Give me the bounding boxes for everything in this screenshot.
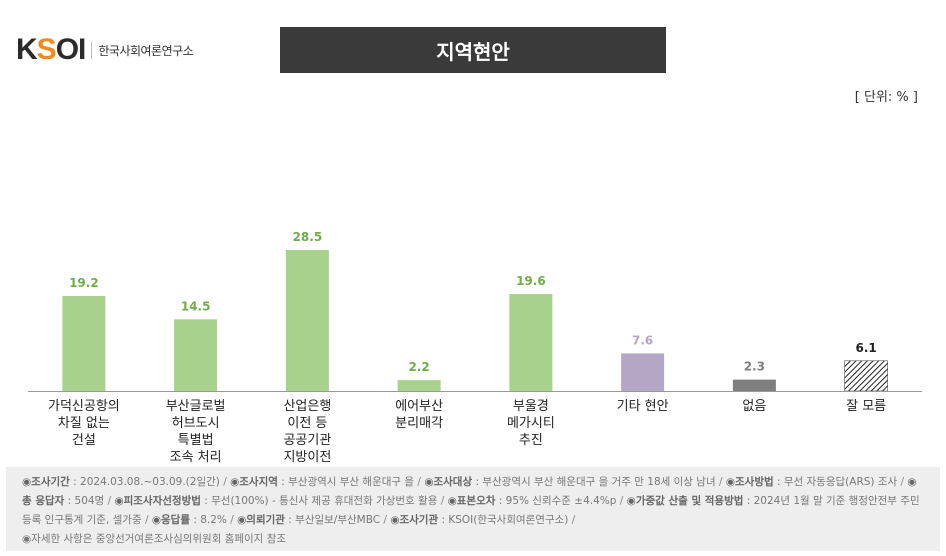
category-label-8: 잘 모름 — [846, 399, 886, 414]
category-line: 부산글로벌 — [166, 399, 226, 414]
footer-respondents-value: : 504명 — [64, 495, 105, 507]
bar-4 — [397, 380, 441, 391]
footer-area-value: : 부산광역시 부산 해운대구 을 — [277, 476, 415, 488]
footer-target-value: : 부산광역시 부산 해운대구 을 거주 만 18세 이상 남녀 — [472, 476, 716, 488]
footer-note: ◉자세한 사항은 중앙선거여론조사심의위원회 홈페이지 참조 — [22, 533, 287, 545]
footer-error-label: ◉표본오차 — [447, 495, 496, 507]
footer-method-value: : 무선 자동응답(ARS) 조사 — [773, 476, 898, 488]
footer-area-label: ◉조사지역 — [230, 476, 278, 488]
bar-8 — [844, 360, 888, 392]
footer-respondents-label: ◉총 응답자 — [22, 476, 917, 507]
survey-footer: ◉조사기간 : 2024.03.08.~03.09.(2일간) / ◉조사지역 … — [6, 467, 940, 551]
bar-7 — [732, 379, 776, 391]
data-label-4: 2.2 — [408, 360, 429, 374]
footer-weight-value: : 2024년 1월 말 기준 행정안전부 주민등록 인구통계 기준, 셀가중 — [22, 495, 920, 526]
category-line: 공공기관 — [283, 433, 331, 448]
category-line: 산업은행 — [283, 398, 331, 414]
category-line: 에어부산 — [395, 399, 443, 414]
data-label-7: 2.3 — [744, 360, 765, 374]
category-line: 기타 현안 — [617, 399, 669, 414]
category-line: 가덕신공항의 — [48, 399, 120, 414]
footer-target-label: ◉조사대상 — [424, 476, 473, 488]
data-label-2: 14.5 — [181, 299, 211, 313]
footer-client-label: ◉의뢰기관 — [237, 514, 285, 526]
data-label-3: 28.5 — [293, 230, 323, 244]
ksoi-logo: KSOI 한국사회여론연구소 — [16, 30, 194, 70]
category-line: 조속 처리 — [170, 450, 222, 465]
footer-agency-value: : KSOI(한국사회여론연구소) — [438, 514, 569, 526]
category-line: 분리매각 — [395, 416, 443, 431]
category-line: 추진 — [519, 433, 543, 448]
footer-client-value: : 부산일보/부산MBC — [284, 514, 381, 526]
category-label-6: 기타 현안 — [617, 399, 669, 414]
category-line: 허브도시 — [172, 416, 220, 431]
category-line: 없음 — [742, 399, 766, 414]
category-line: 지방이전 — [283, 450, 331, 465]
logo-mark: KSOI — [16, 33, 86, 66]
footer-period-label: ◉조사기간 — [22, 476, 70, 488]
bar-5 — [509, 294, 553, 391]
chart-title-text: 지역현안 — [436, 39, 510, 64]
data-label-1: 19.2 — [69, 276, 99, 290]
bar-1 — [62, 296, 106, 391]
bar-3 — [285, 250, 329, 391]
chart-title: 지역현안 — [280, 27, 666, 73]
footer-method-label: ◉조사방법 — [725, 476, 774, 488]
category-line: 잘 모름 — [846, 399, 886, 414]
footer-response-label: ◉응답률 — [151, 514, 191, 526]
category-line: 차질 없는 — [58, 416, 110, 431]
footer-weight-label: ◉가중값 산출 및 적용방법 — [626, 495, 744, 507]
footer-frame-value: : 무선(100%) - 통신사 제공 휴대전화 가상번호 활용 — [200, 495, 438, 507]
data-label-5: 19.6 — [516, 274, 546, 288]
category-label-7: 없음 — [742, 399, 766, 414]
category-line: 이전 등 — [287, 416, 327, 431]
footer-response-value: : 8.2% — [190, 514, 227, 526]
footer-agency-label: ◉조사기관 — [390, 514, 439, 526]
bar-2 — [174, 319, 218, 391]
category-line: 메가시티 — [507, 416, 555, 431]
footer-frame-label: ◉피조사자선정방법 — [114, 495, 201, 507]
data-label-8: 6.1 — [855, 341, 876, 355]
category-line: 건설 — [72, 433, 96, 448]
data-label-6: 7.6 — [632, 333, 653, 347]
bar-6 — [621, 353, 665, 391]
category-line: 부울경 — [513, 399, 549, 414]
footer-period-value: : 2024.03.08.~03.09.(2일간) — [69, 476, 220, 488]
unit-label: [ 단위: % ] — [854, 90, 918, 105]
footer-error-value: : 95% 신뢰수준 ±4.4%p — [495, 495, 617, 507]
category-line: 특별법 — [178, 433, 214, 448]
logo-org-name: 한국사회여론연구소 — [91, 41, 194, 59]
